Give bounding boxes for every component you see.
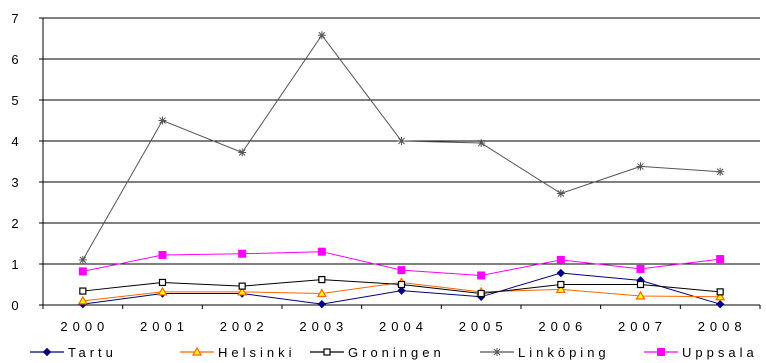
x-tick-label: 2006 xyxy=(538,319,587,334)
data-point xyxy=(77,295,88,305)
series-uppsala xyxy=(78,247,725,280)
legend-label: Helsinki xyxy=(218,345,296,360)
x-tick-label: 2005 xyxy=(459,319,508,334)
y-tick-label: 1 xyxy=(11,257,18,272)
legend-item: Uppsala xyxy=(644,345,758,360)
series-linkping xyxy=(78,31,725,264)
data-point xyxy=(78,267,87,276)
legend-marker xyxy=(323,348,331,356)
data-point xyxy=(317,299,327,309)
series-line xyxy=(82,34,721,261)
data-point xyxy=(715,291,726,301)
x-tick-label: 2001 xyxy=(140,319,189,334)
data-point xyxy=(317,31,326,40)
data-point xyxy=(636,264,645,273)
x-tick-label: 2007 xyxy=(618,319,667,334)
data-point xyxy=(556,189,565,198)
data-point xyxy=(79,287,87,295)
y-tick-label: 6 xyxy=(11,52,18,67)
legend-marker xyxy=(191,346,203,356)
data-point xyxy=(397,280,406,289)
data-point xyxy=(477,271,486,280)
y-tick-label: 5 xyxy=(11,93,18,108)
data-point xyxy=(716,288,724,296)
y-tick-label: 3 xyxy=(11,175,18,190)
legend-marker xyxy=(493,348,501,356)
x-tick-label: 2008 xyxy=(698,319,747,334)
series-groningen xyxy=(79,275,724,298)
data-point xyxy=(237,286,248,296)
data-point xyxy=(557,280,565,289)
data-point xyxy=(636,162,645,171)
data-point xyxy=(158,116,167,125)
data-point xyxy=(397,266,406,275)
data-point xyxy=(316,288,327,298)
y-tick-label: 4 xyxy=(11,134,18,149)
data-point xyxy=(397,137,406,145)
y-tick-label: 7 xyxy=(11,11,18,26)
data-point xyxy=(238,148,247,157)
legend-item: Tartu xyxy=(30,345,117,360)
y-tick-label: 2 xyxy=(11,216,18,231)
legend-label: Linköping xyxy=(518,345,610,360)
data-point xyxy=(556,255,565,264)
legend-label: Uppsala xyxy=(682,345,758,360)
data-point xyxy=(477,139,486,148)
series-tartu xyxy=(78,268,725,309)
data-point xyxy=(317,247,326,256)
axes: 0 1 2 3 4 5 6 7 2000 2001 2002 2003 2004 2005 2006 2007… xyxy=(11,11,761,334)
data-point xyxy=(158,250,167,259)
legend: Tartu Helsinki Groningen Linköping Uppsala xyxy=(30,345,758,360)
data-point xyxy=(716,255,725,264)
data-point xyxy=(238,249,247,258)
data-point xyxy=(556,268,566,278)
data-point xyxy=(158,278,167,287)
data-point xyxy=(477,289,485,298)
y-tick-label: 0 xyxy=(11,298,18,313)
x-tick-label: 2000 xyxy=(60,319,109,334)
x-tick-label: 2002 xyxy=(220,319,269,334)
data-point xyxy=(78,255,87,264)
data-point xyxy=(318,275,326,284)
data-point xyxy=(715,299,725,309)
legend-label: Groningen xyxy=(348,345,445,360)
data-point xyxy=(397,286,406,295)
data-point xyxy=(157,286,168,296)
x-tick-label: 2004 xyxy=(379,319,428,334)
data-point xyxy=(555,284,566,294)
legend-item: Groningen xyxy=(310,345,445,360)
data-point xyxy=(635,290,646,300)
legend-marker xyxy=(657,348,665,356)
data-point xyxy=(716,167,725,176)
data-point xyxy=(636,280,645,289)
gridlines xyxy=(43,17,760,265)
legend-label: Tartu xyxy=(68,345,117,360)
series-lines xyxy=(77,31,726,309)
legend-marker xyxy=(42,347,52,357)
data-point xyxy=(238,282,246,290)
legend-item: Linköping xyxy=(480,345,610,360)
legend-item: Helsinki xyxy=(180,345,296,360)
x-tick-label: 2003 xyxy=(299,319,348,334)
